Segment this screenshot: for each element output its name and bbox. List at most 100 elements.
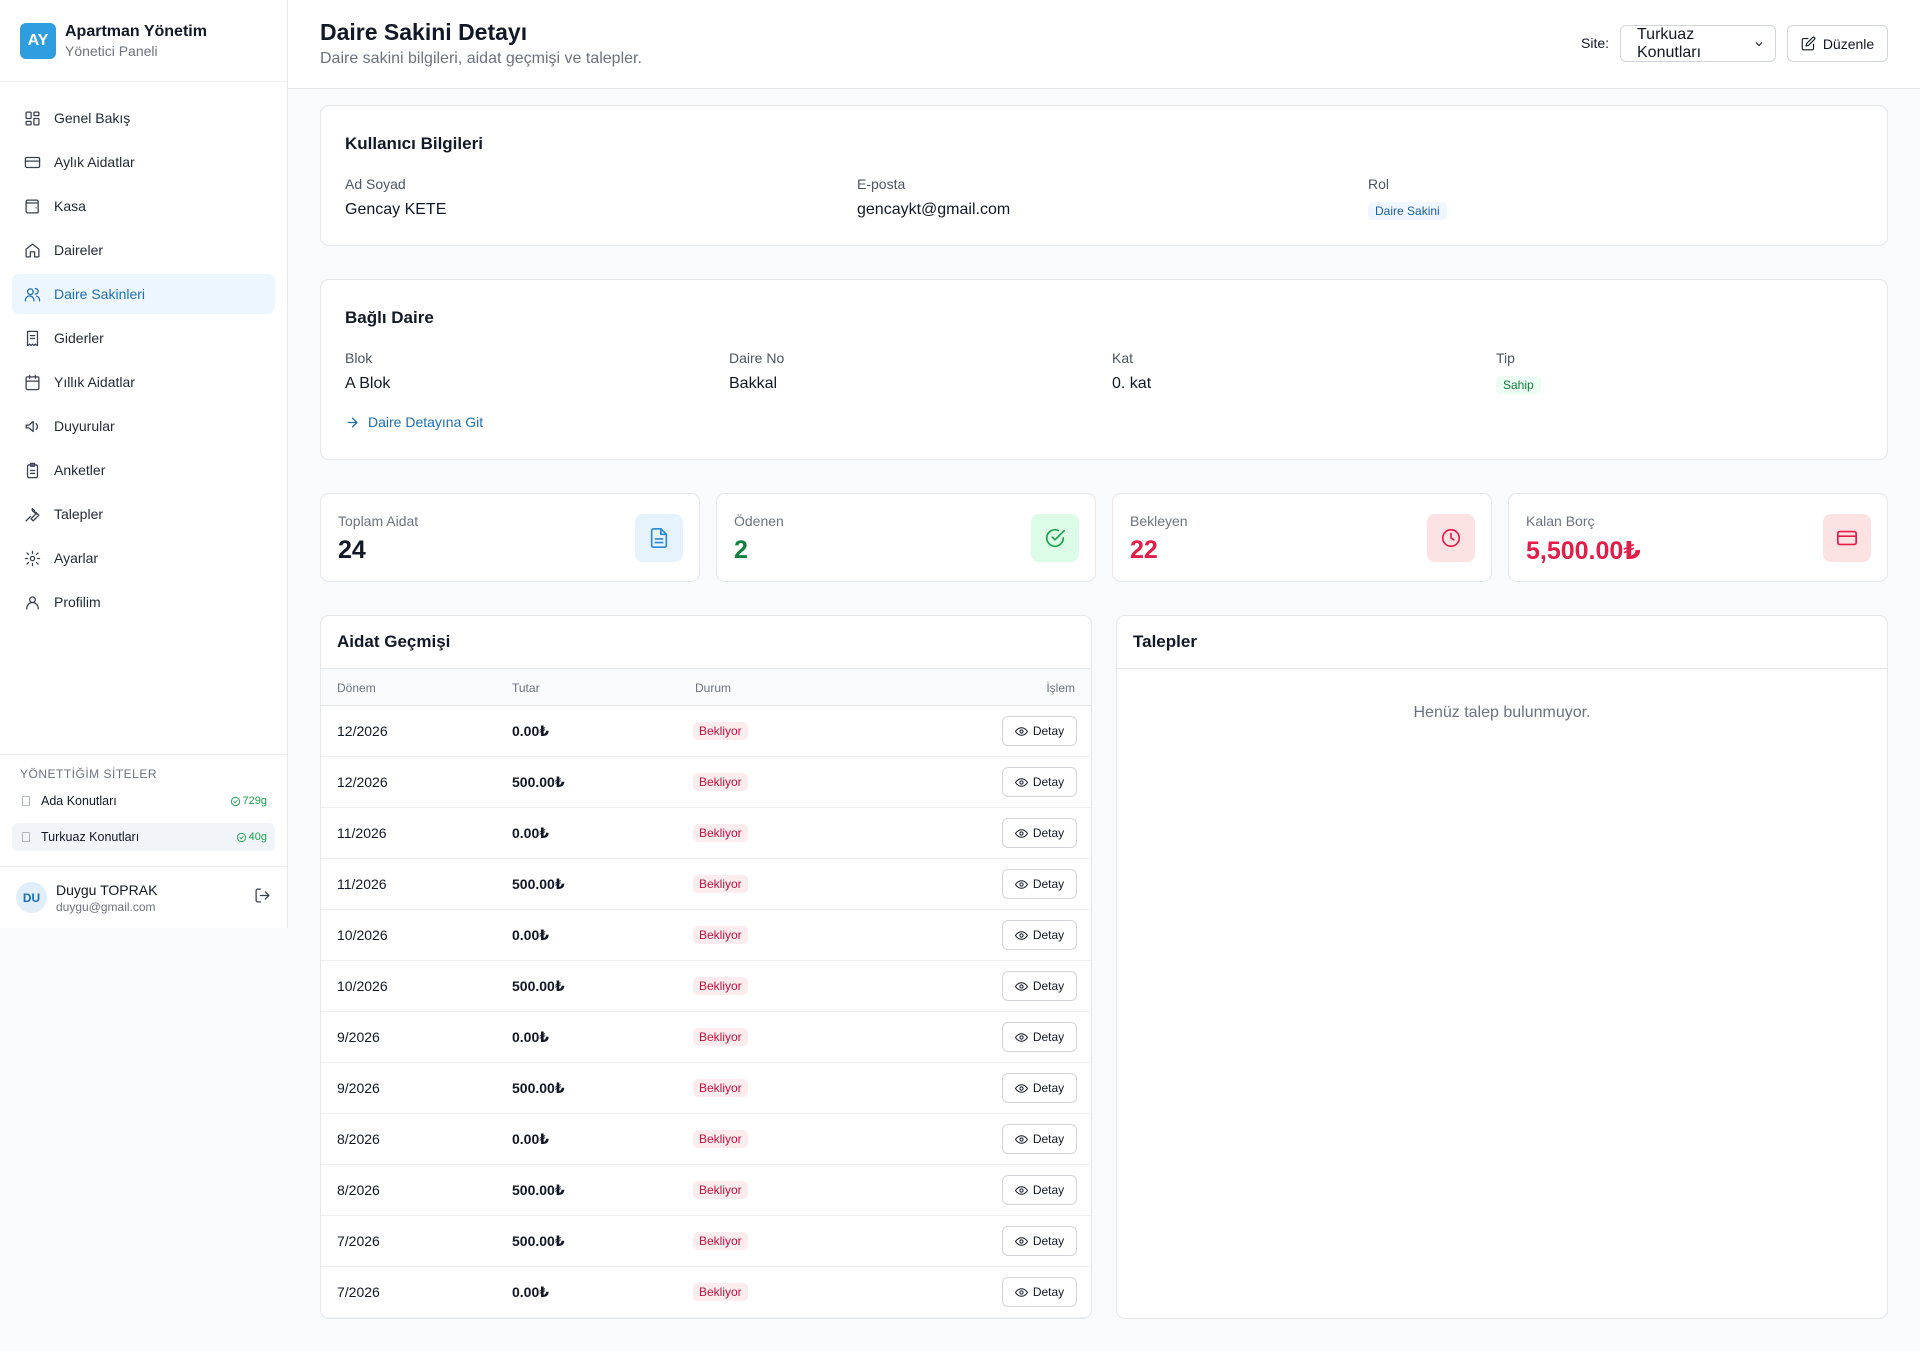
sidebar-item-daire-sakinleri[interactable]: Daire Sakinleri [12,274,275,314]
column-header: Durum [695,681,732,695]
eye-icon [1014,1236,1028,1246]
apartment-detail-link[interactable]: Daire Detayına Git [345,414,483,430]
brand-logo: AY [20,22,56,59]
sidebar-item-kasa[interactable]: Kasa [12,186,275,226]
amount-cell: 0.00₺ [512,723,549,739]
detail-button[interactable]: Detay [1002,716,1077,746]
column-header: Dönem [337,681,376,695]
sidebar-item-label: Talepler [54,506,104,522]
sidebar-item-label: Daireler [54,242,104,258]
name-value: Gencay KETE [345,201,447,218]
block-label: Blok [345,350,373,366]
logout-icon [255,887,270,903]
sidebar-item-label: Profilim [54,594,101,610]
sidebar-item-daireler[interactable]: Daireler [12,230,275,270]
dues-table-header: Dönem Tutar Durum İşlem [321,668,1091,706]
eye-icon [1014,726,1028,736]
detail-button-label: Detay [1032,877,1065,891]
dues-history-title: Aidat Geçmişi [337,632,451,651]
document-icon [650,528,668,548]
column-header: İşlem [1046,681,1075,695]
eye-icon [1014,981,1028,991]
user-info-card: Kullanıcı Bilgileri Ad Soyad Gencay KETE… [320,105,1888,246]
email-value: gencaykt@gmail.com [857,201,1011,218]
sidebar-item-duyurular[interactable]: Duyurular [12,406,275,446]
status-badge: Bekliyor [693,926,748,944]
sidebar-item-label: Anketler [54,462,106,478]
wrench-icon [25,507,40,522]
edit-button[interactable]: Düzenle [1787,25,1888,62]
eye-icon [1014,1083,1028,1093]
brand-subtitle: Yönetici Paneli [65,42,158,59]
apartment-no-label: Daire No [729,350,785,366]
detail-button-label: Detay [1032,724,1065,738]
user-icon [26,595,39,610]
detail-button[interactable]: Detay [1002,1226,1077,1256]
stat-icon-box [1427,514,1475,562]
sidebar-item-profilim[interactable]: Profilim [12,582,275,622]
site-select-value: Turkuaz Konutları [1637,25,1702,61]
current-user: DU Duygu TOPRAK duygu@gmail.com [0,866,287,928]
status-badge: Bekliyor [693,977,748,995]
site-item-turkuaz-konutlari[interactable]: Turkuaz Konutları 40g [12,823,275,851]
brand-title: Apartman Yönetim [65,22,207,40]
period-cell: 11/2026 [337,825,387,841]
detail-button-label: Detay [1032,979,1065,993]
detail-button[interactable]: Detay [1002,869,1077,899]
sidebar-item-giderler[interactable]: Giderler [12,318,275,358]
stat-card-remaining-debt: Kalan Borç 5,500.00₺ [1508,493,1888,582]
sidebar-item-aylik-aidatlar[interactable]: Aylık Aidatlar [12,142,275,182]
eye-icon [1014,1185,1028,1195]
wallet-icon [25,198,39,214]
table-row: 9/2026 0.00₺ Bekliyor Detay [321,1012,1091,1063]
stat-value: 2 [734,536,748,564]
credit-card-icon [24,156,41,168]
status-badge: Bekliyor [693,1079,748,1097]
dues-history-card: Aidat Geçmişi Dönem Tutar Durum İşlem 12… [320,615,1092,1319]
sidebar-item-talepler[interactable]: Talepler [12,494,275,534]
sidebar-item-yillik-aidatlar[interactable]: Yıllık Aidatlar [12,362,275,402]
type-label: Tip [1496,350,1515,366]
logout-button[interactable] [254,887,271,909]
brand[interactable]: AY Apartman Yönetim Yönetici Paneli [0,0,287,82]
detail-button-label: Detay [1032,1030,1065,1044]
amount-cell: 500.00₺ [512,876,565,892]
detail-button[interactable]: Detay [1002,1124,1077,1154]
sidebar-item-genel-bakis[interactable]: Genel Bakış [12,98,275,138]
type-badge: Sahip [1496,376,1541,394]
site-item-ada-konutlari[interactable]: Ada Konutları 729g [12,787,275,815]
status-badge: Bekliyor [693,1130,748,1148]
eye-icon [1014,879,1028,889]
amount-cell: 500.00₺ [512,978,565,994]
detail-button[interactable]: Detay [1002,1073,1077,1103]
table-row: 8/2026 0.00₺ Bekliyor Detay [321,1114,1091,1165]
status-badge: Bekliyor [693,1283,748,1301]
sidebar-item-anketler[interactable]: Anketler [12,450,275,490]
table-row: 7/2026 0.00₺ Bekliyor Detay [321,1267,1091,1318]
table-row: 10/2026 0.00₺ Bekliyor Detay [321,910,1091,961]
empty-state-text: Henüz talep bulunmuyor. [1413,704,1591,721]
detail-button[interactable]: Detay [1002,767,1077,797]
detail-button[interactable]: Detay [1002,1175,1077,1205]
stat-value: 24 [338,536,366,564]
site-select[interactable]: Turkuaz Konutları [1620,25,1776,62]
stat-icon-box [1031,514,1079,562]
detail-button[interactable]: Detay [1002,971,1077,1001]
period-cell: 12/2026 [337,774,388,790]
clock-icon [1441,528,1461,548]
status-badge: Bekliyor [693,1028,748,1046]
role-badge: Daire Sakini [1368,202,1447,220]
sidebar-item-label: Ayarlar [54,550,99,566]
detail-button[interactable]: Detay [1002,818,1077,848]
stat-icon-box [1823,514,1871,562]
gear-icon [24,550,41,566]
eye-icon [1014,1032,1028,1042]
check-circle-icon [236,832,246,842]
eye-icon [1014,828,1028,838]
sidebar-item-ayarlar[interactable]: Ayarlar [12,538,275,578]
detail-button[interactable]: Detay [1002,1277,1077,1307]
detail-button[interactable]: Detay [1002,920,1077,950]
detail-button[interactable]: Detay [1002,1022,1077,1052]
amount-cell: 500.00₺ [512,1233,565,1249]
period-cell: 7/2026 [337,1233,380,1249]
